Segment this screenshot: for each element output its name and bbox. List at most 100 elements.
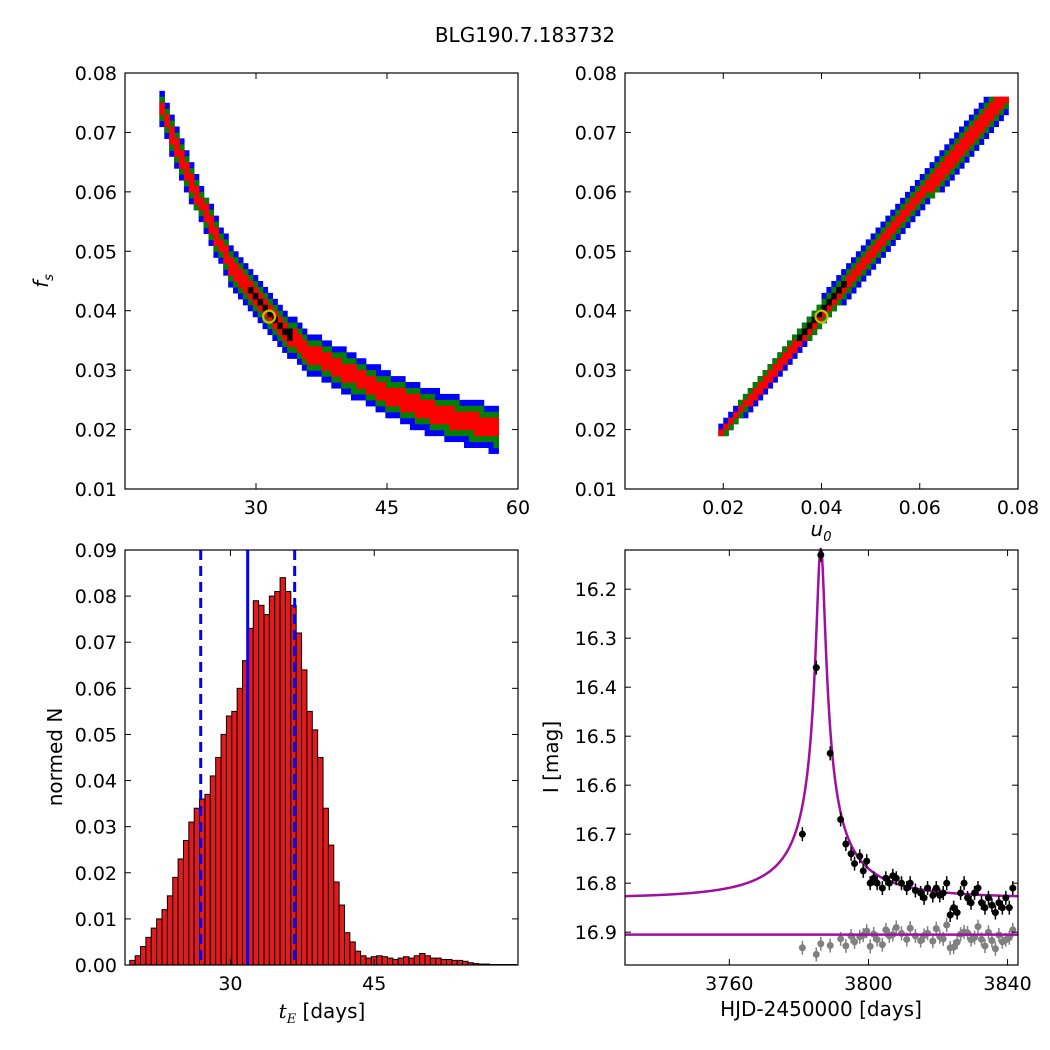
heatmap-cell-inner bbox=[296, 340, 303, 347]
histogram-bar bbox=[435, 957, 442, 966]
heatmap-cell-outer bbox=[395, 411, 401, 419]
heatmap-cell-mid bbox=[968, 120, 975, 128]
data-point bbox=[950, 904, 958, 912]
heatmap-cell-inner bbox=[419, 411, 426, 419]
heatmap-cell-mid bbox=[405, 387, 411, 395]
heatmap-cell-inner bbox=[164, 120, 170, 128]
heatmap-cell-outer bbox=[409, 417, 416, 425]
heatmap-cell-inner bbox=[252, 298, 259, 306]
heatmap-cell-inner bbox=[282, 334, 288, 342]
heatmap-cell-outer bbox=[493, 447, 499, 454]
heatmap-cell-mid bbox=[429, 423, 436, 431]
histogram-bar bbox=[161, 909, 168, 966]
heatmap-cell-mid bbox=[806, 334, 813, 342]
heatmap-cell-inner bbox=[375, 382, 382, 389]
heatmap-cell-inner bbox=[973, 126, 980, 134]
data-point bbox=[911, 887, 919, 895]
heatmap-cell-inner bbox=[193, 197, 200, 205]
heatmap-cell-inner bbox=[895, 221, 901, 229]
y-tick-label: 0.06 bbox=[75, 678, 117, 700]
histogram-bar bbox=[392, 958, 399, 966]
x-axis-label: u0 bbox=[811, 517, 832, 545]
heatmap-cell-mid bbox=[282, 340, 288, 347]
histogram-bar bbox=[360, 955, 367, 966]
heatmap-cell-inner bbox=[885, 227, 891, 235]
data-point bbox=[991, 909, 999, 917]
heatmap-cell-inner bbox=[301, 340, 308, 347]
data-point bbox=[981, 904, 989, 912]
y-tick-label: 0.04 bbox=[575, 301, 617, 323]
heatmap-cell-inner bbox=[434, 417, 440, 425]
data-point bbox=[984, 894, 992, 902]
heatmap-cell-mid bbox=[385, 376, 391, 383]
heatmap-cell-inner bbox=[223, 245, 229, 252]
heatmap-cell-inner bbox=[792, 340, 798, 347]
heatmap-cell-inner bbox=[855, 269, 862, 276]
heatmap-cell-mid bbox=[292, 322, 298, 330]
heatmap-cell-inner bbox=[801, 334, 808, 342]
heatmap-cell-core bbox=[282, 328, 288, 336]
heatmap-cell-inner bbox=[983, 114, 990, 122]
heatmap-cell-mid bbox=[360, 364, 367, 371]
heatmap-cell-outer bbox=[350, 393, 357, 401]
residual-point bbox=[798, 944, 806, 952]
heatmap-cell-outer bbox=[959, 162, 965, 169]
heatmap-cell-inner bbox=[188, 179, 195, 187]
heatmap-cell-mid bbox=[257, 310, 264, 318]
heatmap-cell-mid bbox=[218, 251, 224, 258]
histogram-bar bbox=[403, 956, 410, 966]
heatmap-cell-mid bbox=[237, 286, 244, 294]
y-tick-label: 0.08 bbox=[75, 63, 117, 85]
heatmap-cell-inner bbox=[890, 227, 896, 235]
heatmap-cell-outer bbox=[375, 364, 382, 371]
heatmap-cell-inner bbox=[179, 150, 185, 157]
heatmap-cell-inner bbox=[850, 269, 857, 276]
heatmap-cell-outer bbox=[390, 376, 396, 383]
heatmap-cell-mid bbox=[193, 203, 200, 211]
heatmap-cell-outer bbox=[316, 334, 323, 342]
heatmap-cell-inner bbox=[483, 423, 490, 431]
heatmap-cell-outer bbox=[939, 185, 945, 193]
heatmap-cell-outer bbox=[331, 346, 337, 353]
heatmap-cell-outer bbox=[301, 328, 308, 336]
heatmap-cell-outer bbox=[164, 132, 170, 139]
histogram-bar bbox=[419, 952, 426, 966]
heatmap-cell-core bbox=[796, 334, 803, 342]
heatmap-cell-inner bbox=[306, 346, 313, 353]
x-axis-label: tE [days] bbox=[279, 999, 366, 1027]
heatmap-cell-inner bbox=[463, 417, 470, 425]
heatmap-cell-inner bbox=[228, 257, 234, 264]
y-tick-label: 16.6 bbox=[575, 775, 617, 797]
heatmap-cell-mid bbox=[326, 370, 332, 377]
heatmap-cell-outer bbox=[983, 96, 990, 104]
heatmap-cell-mid bbox=[919, 197, 926, 205]
heatmap-cell-mid bbox=[409, 387, 416, 395]
heatmap-cell-outer bbox=[973, 108, 980, 116]
heatmap-cell-mid bbox=[233, 281, 239, 288]
residual-point bbox=[917, 937, 925, 945]
heatmap-cell-mid bbox=[895, 227, 901, 235]
heatmap-cell-inner bbox=[174, 144, 180, 151]
heatmap-cell-outer bbox=[174, 162, 180, 169]
panel-tr-fs-vs-u0: 0.02 0.04 0.06 0.08 0.01 0.02 0.03 0.04 0.05 0.06… bbox=[575, 63, 1039, 545]
heatmap-cell-mid bbox=[963, 126, 970, 134]
heatmap-cell-outer bbox=[900, 197, 906, 205]
x-tick-label: 0.08 bbox=[997, 497, 1039, 519]
heatmap-cell-outer bbox=[1003, 108, 1009, 116]
heatmap-cell-outer bbox=[296, 322, 303, 330]
heatmap-cell-inner bbox=[237, 281, 244, 288]
heatmap-cell-inner bbox=[380, 393, 386, 401]
heatmap-cell-inner bbox=[223, 251, 229, 258]
heatmap-cell-mid bbox=[934, 185, 940, 193]
heatmap-cell-inner bbox=[473, 411, 480, 419]
residual-point bbox=[953, 938, 961, 946]
heatmap-cell-inner bbox=[983, 108, 990, 116]
histogram-bar bbox=[193, 807, 201, 966]
heatmap-cell-outer bbox=[414, 423, 421, 431]
heatmap-cell-mid bbox=[478, 411, 485, 419]
heatmap-cell-inner bbox=[449, 423, 455, 431]
histogram-bar bbox=[129, 959, 136, 966]
heatmap-cell-outer bbox=[473, 399, 480, 407]
heatmap-cell-mid bbox=[806, 316, 813, 324]
